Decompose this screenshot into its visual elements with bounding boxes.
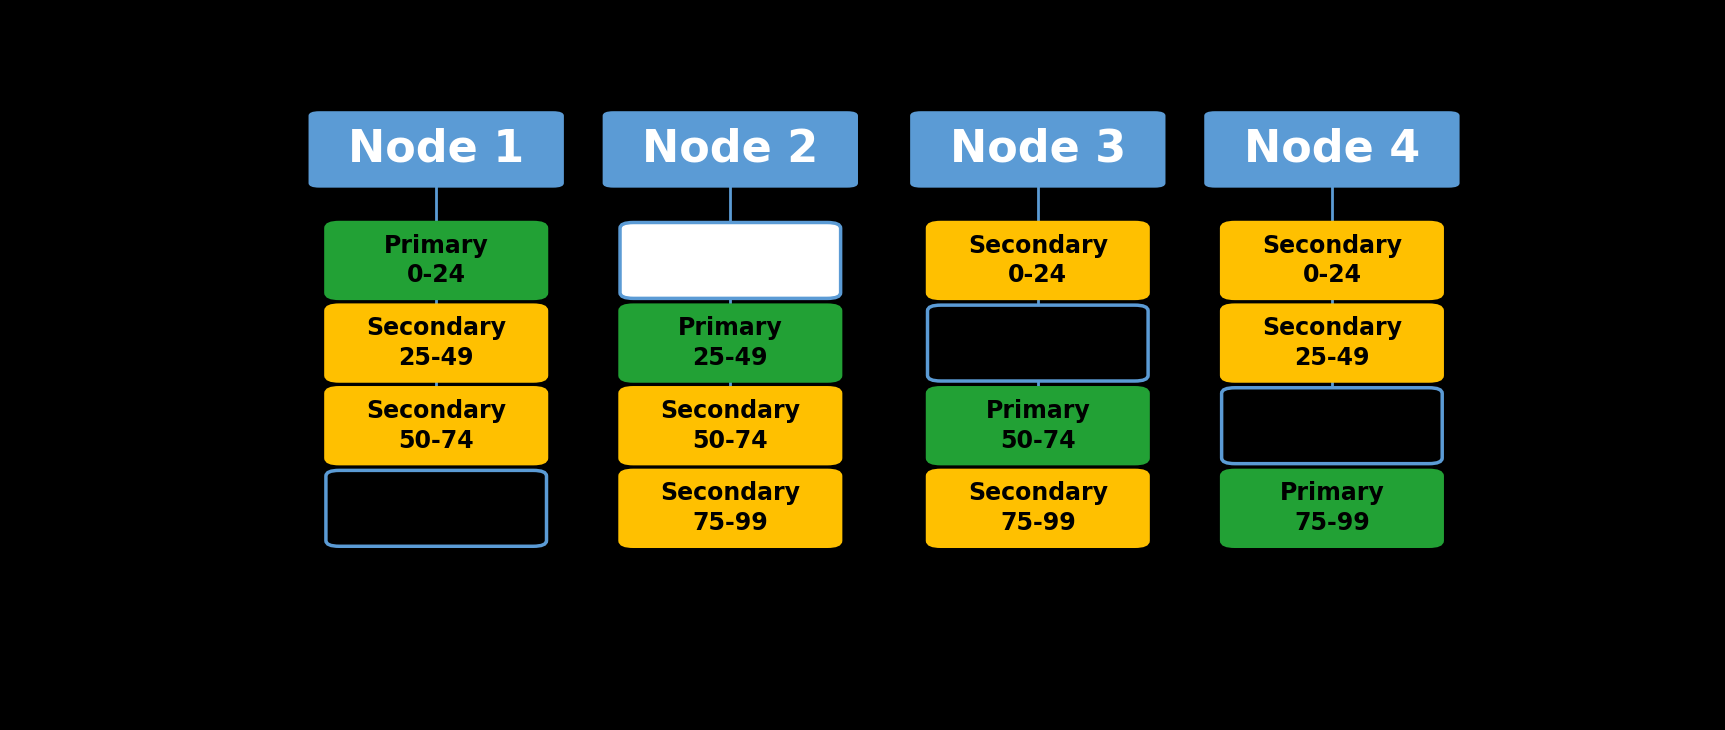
Text: Primary
25-49: Primary 25-49	[678, 316, 783, 370]
FancyBboxPatch shape	[1204, 111, 1459, 188]
FancyBboxPatch shape	[1221, 388, 1442, 464]
FancyBboxPatch shape	[1221, 305, 1442, 381]
FancyBboxPatch shape	[1221, 470, 1442, 546]
FancyBboxPatch shape	[928, 470, 1149, 546]
Text: Secondary
25-49: Secondary 25-49	[1263, 316, 1402, 370]
Text: Node 1: Node 1	[348, 128, 524, 171]
FancyBboxPatch shape	[326, 470, 547, 546]
Text: Node 2: Node 2	[642, 128, 818, 171]
Text: Secondary
75-99: Secondary 75-99	[968, 482, 1107, 535]
FancyBboxPatch shape	[619, 470, 840, 546]
FancyBboxPatch shape	[326, 388, 547, 464]
Text: Secondary
50-74: Secondary 50-74	[661, 399, 800, 453]
FancyBboxPatch shape	[326, 223, 547, 299]
FancyBboxPatch shape	[619, 388, 840, 464]
Text: Primary
75-99: Primary 75-99	[1280, 482, 1383, 535]
Text: Node 4: Node 4	[1244, 128, 1420, 171]
FancyBboxPatch shape	[309, 111, 564, 188]
Text: Secondary
50-74: Secondary 50-74	[366, 399, 505, 453]
FancyBboxPatch shape	[326, 305, 547, 381]
Text: Secondary
25-49: Secondary 25-49	[366, 316, 505, 370]
FancyBboxPatch shape	[911, 111, 1166, 188]
Text: Secondary
75-99: Secondary 75-99	[661, 482, 800, 535]
FancyBboxPatch shape	[1221, 223, 1442, 299]
Text: Secondary
0-24: Secondary 0-24	[968, 234, 1107, 288]
FancyBboxPatch shape	[602, 111, 857, 188]
FancyBboxPatch shape	[928, 388, 1149, 464]
Text: Secondary
0-24: Secondary 0-24	[1263, 234, 1402, 288]
FancyBboxPatch shape	[928, 305, 1149, 381]
FancyBboxPatch shape	[928, 223, 1149, 299]
Text: Primary
50-74: Primary 50-74	[985, 399, 1090, 453]
FancyBboxPatch shape	[619, 223, 840, 299]
Text: Primary
0-24: Primary 0-24	[385, 234, 488, 288]
FancyBboxPatch shape	[619, 305, 840, 381]
Text: Node 3: Node 3	[950, 128, 1126, 171]
